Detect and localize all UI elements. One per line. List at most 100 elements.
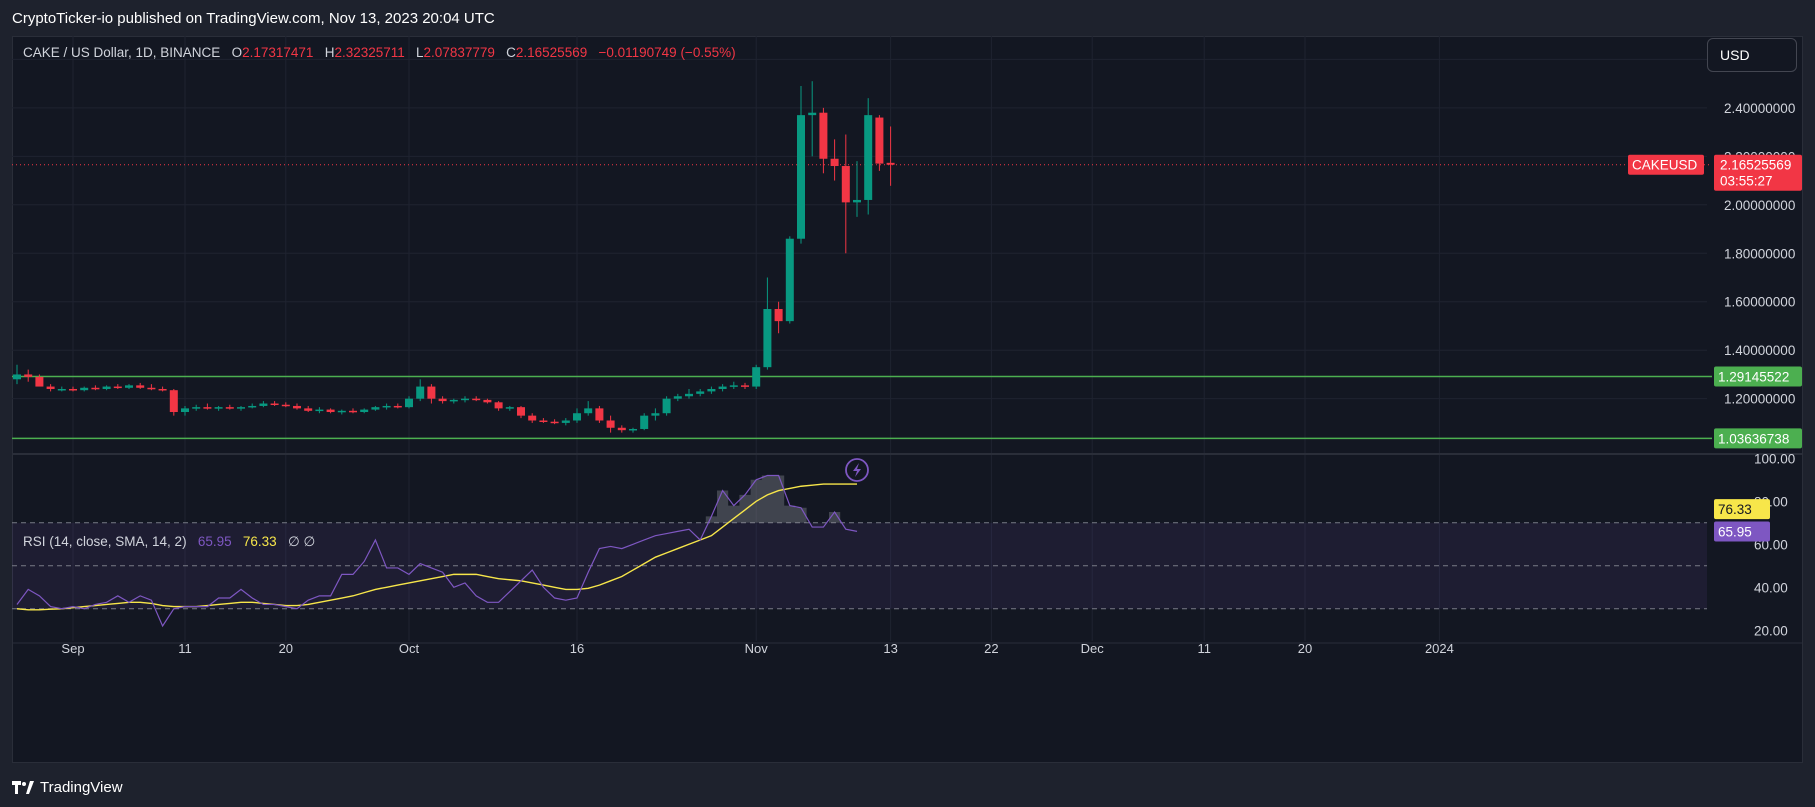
level-badge: 1.29145522 [1718,370,1789,385]
rsi-legend-extra: ∅ ∅ [287,534,316,549]
candle-body [472,398,481,401]
candle-body [864,115,873,200]
candle-body [214,407,223,409]
candle-body [707,388,716,392]
footer-brand: TradingView [40,779,123,796]
candle-body [416,386,425,399]
candle-body [35,376,44,387]
candle-body [561,420,570,423]
candle-body [729,385,738,387]
symbol-legend: CAKE / US Dollar, 1D, BINANCE O2.1731747… [23,45,736,60]
candle-body [326,409,335,413]
candle-body [158,388,167,391]
x-tick-label: 20 [279,641,293,656]
x-tick-label: 11 [178,641,192,656]
candle-body [382,405,391,408]
candle-body [405,398,413,408]
candle-body [774,309,783,322]
candle-body [91,387,100,390]
price-badge-symbol: CAKEUSD [1632,158,1698,173]
horizontal-levels [12,164,1712,440]
sma-line [16,483,857,611]
price-tick-label: 2.00000000 [1724,198,1795,213]
currency-button[interactable]: USD [1707,38,1797,72]
candle-body [841,166,850,203]
rsi-title: RSI (14, close, SMA, 14, 2) [23,534,187,549]
sma-legend-value: 76.33 [242,534,277,549]
candle-body [752,367,761,387]
lightning-icon-bolt [853,463,861,477]
candle-body [57,388,66,391]
candle-body [797,115,805,239]
candle-body [539,420,548,422]
price-badge-value: 2.16525569 [1720,158,1791,173]
chart-frame[interactable] [12,36,1803,763]
candle-body [371,407,380,410]
price-badge-countdown: 03:55:27 [1720,174,1773,189]
candle-body [337,410,346,413]
x-tick-label: 11 [1197,641,1211,656]
candle-body [853,199,861,203]
price-tick-label: 1.80000000 [1724,246,1795,261]
chart-canvas[interactable]: Sep 11 20 Oct 16 Nov 13 22 Dec 11 20 2024 1.20000000… [12,36,1803,763]
candle-body [113,386,122,389]
grid [12,36,1803,644]
candle-body [147,387,156,390]
candle-body [528,415,537,421]
candle-body [584,408,593,414]
level-badge: 1.03636738 [1718,431,1789,446]
rsi-legend: RSI (14, close, SMA, 14, 2) 65.95 76.33 … [23,534,315,550]
price-tick-label: 1.60000000 [1724,295,1795,310]
open-label: O [231,45,243,60]
candle-body [349,410,357,413]
candle-body [875,117,884,164]
price-tick-label: 1.40000000 [1724,343,1795,358]
x-tick-label: 16 [570,641,584,656]
rsi-line [16,474,858,628]
candle-body [819,112,828,159]
candle-body [617,427,626,431]
candle-body [763,309,772,368]
candle-body [69,388,77,391]
rsi-overbought-fill [705,475,841,523]
candle-body [517,407,525,416]
candle-body [808,112,817,116]
tradingview-logo-icon [12,781,34,794]
high-label: H [324,45,335,60]
candle-body [293,405,301,409]
candle-body [125,385,133,388]
candle-body [741,385,749,387]
level-badge-bg [1714,428,1802,449]
low-label: L [416,45,424,60]
high-value: 2.32325711 [334,45,405,60]
candle-body [494,402,503,409]
candle-body [606,420,615,428]
candle-body [673,396,682,399]
candle-body [438,398,447,402]
rsi-pane [12,474,1707,628]
candle-body [13,374,21,380]
rsi-tick-label: 40.00 [1754,580,1788,595]
candle-body [461,398,469,401]
candle-body [169,390,178,413]
x-tick-label: Dec [1081,641,1105,656]
sma-badge: 76.33 [1718,502,1752,517]
lightning-icon [845,458,869,482]
candle-body [785,238,794,322]
footer: TradingView [12,776,123,800]
candle-body [80,387,89,391]
candle-body [203,407,212,409]
price-tick-label: 2.40000000 [1724,101,1795,116]
candle-body [225,407,234,409]
candle-body [685,393,693,397]
lightning-icon-circle [845,458,869,482]
rsi-tick-label: 100.00 [1754,451,1795,466]
candles [13,81,895,482]
candle-body [662,398,671,414]
x-tick-label: 2024 [1425,641,1454,656]
rsi-legend-value: 65.95 [197,534,232,549]
candle-body [550,421,559,424]
candle-body [304,408,313,411]
candle-body [393,405,402,408]
